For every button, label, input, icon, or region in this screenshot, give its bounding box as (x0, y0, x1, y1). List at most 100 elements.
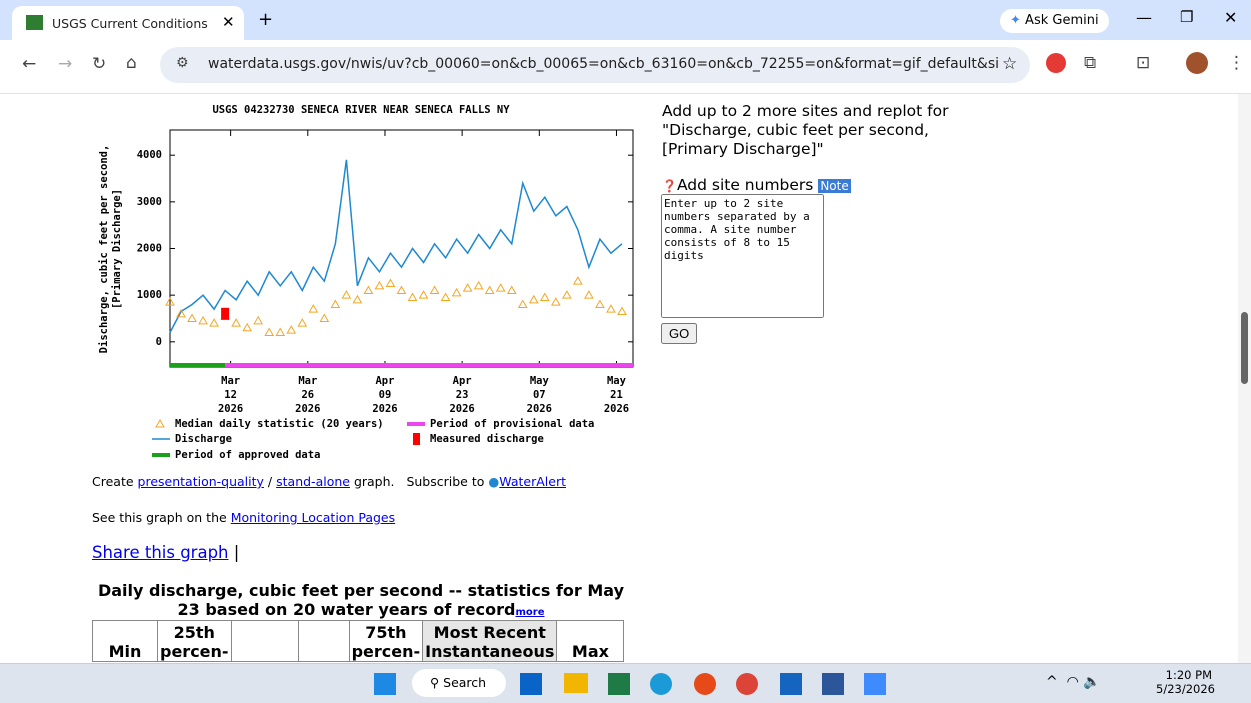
link[interactable]: WaterAlert (499, 474, 567, 489)
median-marker (495, 283, 506, 292)
header: 25th percen- (157, 620, 232, 662)
median-marker (573, 276, 583, 285)
median-marker (374, 280, 385, 290)
median-marker (550, 297, 561, 306)
app-icon[interactable] (864, 673, 886, 695)
text: | (233, 543, 240, 562)
note-badge[interactable]: Note (818, 179, 851, 193)
app-icon[interactable] (650, 673, 672, 695)
x-tick-label: May (607, 375, 627, 387)
tab[interactable]: USGS Current Conditions for US ✕ (12, 6, 244, 40)
tab-search[interactable]: ⊡ (1136, 53, 1151, 73)
x-tick-label: Mar (221, 375, 240, 387)
scroll-thumb[interactable] (1241, 312, 1248, 384)
median-marker (209, 318, 219, 327)
median-marker (407, 292, 418, 301)
header: Most Recent Instantaneous (422, 620, 558, 662)
x-tick-label: 2026 (449, 403, 474, 415)
x-tick-label: 2026 (295, 403, 320, 415)
stats-table: Min 25th percen- 75th percen- Most Recen… (92, 620, 625, 662)
y-tick-label: 2000 (137, 243, 162, 255)
y-axis-label: [Primary Discharge] (111, 189, 123, 309)
site-info[interactable]: ⚙ (176, 55, 189, 71)
header (297, 620, 350, 662)
bookmark[interactable]: ☆ (1002, 54, 1018, 74)
help-icon[interactable]: ❓ (662, 179, 677, 193)
x-tick-label: 09 (379, 389, 392, 401)
link[interactable]: Monitoring Location Pages (230, 510, 396, 525)
median-marker (242, 322, 253, 332)
menu[interactable]: ⋮ (1228, 53, 1245, 73)
profile[interactable] (1186, 52, 1208, 74)
clock[interactable]: 1:20 PM 5/23/2026 (1156, 668, 1215, 696)
app-icon[interactable] (780, 673, 802, 695)
search-label: Search (443, 675, 487, 690)
median-marker (396, 285, 407, 294)
median-marker (528, 294, 539, 304)
x-tick-label: 23 (456, 389, 469, 401)
app-icon[interactable] (608, 673, 630, 695)
back[interactable]: ← (22, 54, 37, 74)
median-marker (286, 325, 297, 334)
median-marker (429, 285, 440, 294)
x-tick-label: 2026 (372, 403, 397, 415)
search-box[interactable]: ⚲ Search (412, 669, 506, 697)
address-row: ← → ↻ ⌂ ⚙ waterdata.usgs.gov/nwis/uv?cb_… (0, 40, 1251, 94)
app-icon[interactable] (520, 673, 542, 695)
median-marker (539, 292, 550, 301)
site-input[interactable] (661, 194, 824, 318)
tab-bar: USGS Current Conditions for US ✕ + ✦ Ask… (0, 0, 1251, 40)
text: See this graph on the (92, 510, 227, 525)
app-icon[interactable] (822, 673, 844, 695)
median-marker (385, 278, 396, 287)
median-marker (440, 292, 451, 301)
go-button[interactable]: GO (661, 323, 698, 344)
home[interactable]: ⌂ (126, 53, 137, 73)
median-marker (231, 318, 242, 327)
time: 1:20 PM (1165, 668, 1212, 682)
x-tick-label: Apr (375, 375, 394, 387)
link[interactable]: presentation-quality (137, 474, 264, 489)
minimize[interactable]: — (1136, 8, 1152, 27)
gemini-label: Ask Gemini (1025, 13, 1099, 28)
x-tick-label: Apr (453, 375, 472, 387)
close[interactable]: ✕ (1224, 8, 1238, 27)
extensions[interactable]: ⧉ (1084, 53, 1097, 73)
text: Subscribe to (406, 474, 485, 489)
forward[interactable]: → (58, 54, 73, 74)
legend-swatch (413, 433, 420, 445)
app-icon[interactable] (736, 673, 758, 695)
create-line: Create presentation-quality / stand-alon… (92, 474, 566, 489)
see-line: See this graph on the Monitoring Locatio… (92, 510, 395, 525)
text: Create (92, 474, 134, 489)
gemini-button[interactable]: ✦ Ask Gemini (1000, 9, 1109, 33)
app-icon[interactable] (564, 673, 588, 693)
median-marker (176, 308, 186, 318)
icon: ⚲ (430, 675, 440, 690)
measured-marker (221, 307, 230, 320)
restore[interactable]: ❐ (1180, 8, 1194, 26)
reload[interactable]: ↻ (92, 54, 107, 74)
median-marker (308, 304, 319, 313)
new-tab[interactable]: + (258, 9, 274, 30)
tray[interactable]: ^ ◠ 🔈 (1046, 674, 1101, 690)
app-icon[interactable] (694, 673, 716, 695)
link[interactable]: stand-alone (276, 474, 350, 489)
link[interactable]: Share this graph (92, 543, 229, 562)
page-content: USGS 04232730 SENECA RIVER NEAR SENECA F… (0, 94, 1238, 663)
start[interactable] (374, 673, 396, 695)
tab-close[interactable]: ✕ (222, 13, 235, 31)
median-marker (418, 290, 429, 299)
text: Daily discharge, cubic feet per second -… (97, 581, 625, 619)
icon: ● (488, 474, 500, 489)
median-marker (363, 285, 374, 294)
x-tick-label: 2026 (604, 403, 629, 415)
url-bar[interactable]: ⚙ waterdata.usgs.gov/nwis/uv?cb_00060=on… (160, 47, 1030, 83)
x-tick-label: 2026 (218, 403, 243, 415)
adblock[interactable] (1046, 53, 1066, 73)
scrollbar[interactable] (1238, 94, 1251, 663)
y-tick-label: 0 (156, 336, 162, 348)
median-marker (617, 306, 627, 315)
link[interactable]: more (515, 607, 545, 618)
